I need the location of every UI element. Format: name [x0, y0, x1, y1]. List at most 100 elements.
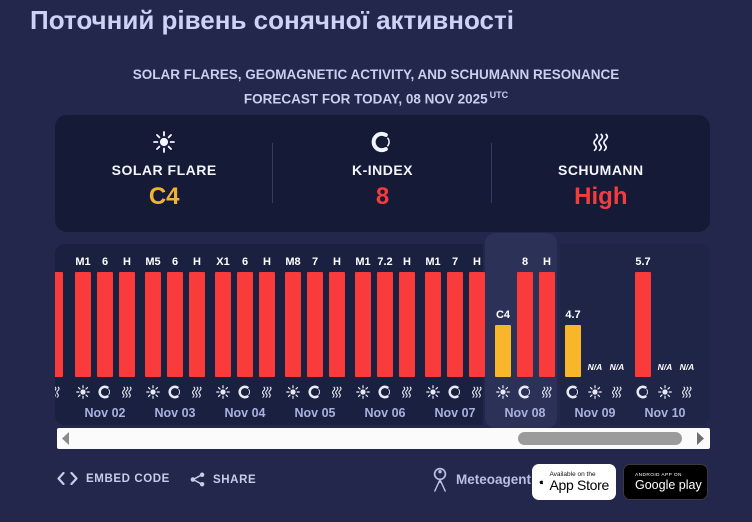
current-metrics-panel: SOLAR FLARE C4 K-INDEX 8 SCHUMANN High [55, 115, 710, 232]
sun-icon [658, 385, 672, 399]
metric-label: SOLAR FLARE [111, 162, 217, 178]
chart-bar [285, 272, 301, 377]
bar-value-label: 4.7 [565, 309, 581, 321]
chart-bar [469, 272, 485, 377]
waves-icon [540, 385, 554, 399]
chart-bar [635, 272, 651, 377]
bar-value-label: M1 [425, 256, 441, 268]
bar-value-label: H [543, 256, 551, 268]
embed-code-button[interactable]: EMBED CODE [57, 472, 170, 485]
appstore-tagline: Available on the [549, 471, 596, 478]
metric-value: C4 [148, 183, 180, 210]
scroll-left-icon[interactable] [61, 432, 70, 445]
bar-value-label: X1 [216, 256, 230, 268]
chart-bar [119, 272, 135, 377]
bar-value-label: H [473, 256, 481, 268]
magnetosphere-icon [308, 385, 322, 399]
embed-code-label: EMBED CODE [86, 472, 170, 485]
scroll-right-icon[interactable] [696, 432, 705, 445]
scrollbar-thumb[interactable] [518, 432, 682, 445]
bar-value-label: M8 [285, 256, 301, 268]
chart-days: M1 6 H Nov 02 M5 6 H Nov 03 X1 6 H Nov 04 M8 7 H Nov 05… [55, 233, 710, 428]
utc-label: UTC [489, 90, 509, 100]
share-label: SHARE [213, 473, 257, 486]
chart-bar [539, 272, 555, 377]
sun-icon [76, 385, 90, 399]
metric-label: SCHUMANN [557, 162, 644, 178]
share-button[interactable]: SHARE [190, 472, 256, 487]
waves-icon [120, 385, 134, 399]
gplay-name: Google play [635, 477, 702, 492]
chart-bar [447, 272, 463, 377]
sun-icon [426, 385, 440, 399]
apple-icon [539, 479, 544, 485]
bar-value-label: C4 [495, 309, 511, 321]
bar-value-label: 6 [241, 256, 249, 268]
bar-value-label: N/A [657, 362, 673, 372]
bar-value-label: N/A [679, 362, 695, 372]
bar-value-label: 7.2 [377, 256, 393, 268]
chart-day: M1 7 H Nov 07 [425, 233, 485, 428]
chart-day: M1 6 H Nov 02 [75, 233, 135, 428]
chart-bar [565, 325, 581, 377]
bar-value-label: 6 [171, 256, 179, 268]
day-date-label: Nov 05 [294, 406, 336, 420]
bar-value-label: H [333, 256, 341, 268]
meteoagent-logo-icon [433, 467, 447, 492]
brand-name: Meteoagent [456, 472, 532, 487]
chart-day: M1 7.2 H Nov 06 [355, 233, 415, 428]
bar-value-label: 6 [101, 256, 109, 268]
bar-value-label: 5.7 [635, 256, 651, 268]
chart-bar [377, 272, 393, 377]
chart-bar [215, 272, 231, 377]
day-date-label: Nov 06 [364, 406, 406, 420]
chart-bar [145, 272, 161, 377]
chart-bar [75, 272, 91, 377]
day-date-label: Nov 09 [574, 406, 616, 420]
google-play-badge[interactable]: ANDROID APP ON Google play [623, 464, 708, 500]
waves-icon [610, 385, 624, 399]
magnetosphere-icon [238, 385, 252, 399]
magnetosphere-icon [448, 385, 462, 399]
bar-value-label: 7 [451, 256, 459, 268]
chart-bar [97, 272, 113, 377]
chart-day: X1 6 H Nov 04 [215, 233, 275, 428]
sun-icon [153, 130, 175, 154]
metric-label: K-INDEX [351, 162, 414, 178]
metric-schumann: SCHUMANN High [492, 115, 710, 232]
sun-icon [286, 385, 300, 399]
subtitle-line2: FORECAST FOR TODAY, 08 NOV 2025 UTC [243, 90, 509, 107]
waves-icon [190, 385, 204, 399]
subtitle-line1: SOLAR FLARES, GEOMAGNETIC ACTIVITY, AND … [132, 67, 620, 82]
chart-scrollbar[interactable] [57, 428, 710, 449]
chart-day-today: C4 8 H Nov 08 [495, 233, 555, 428]
day-date-label: Nov 10 [644, 406, 686, 420]
page-title: Поточний рівень сонячної активності [30, 5, 514, 35]
waves-icon [260, 385, 274, 399]
divider [490, 143, 492, 203]
waves-icon [680, 385, 694, 399]
bar-value-label: 8 [521, 256, 529, 268]
bar-value-label: H [263, 256, 271, 268]
meteoagent-brand[interactable]: Meteoagent [431, 466, 531, 493]
bar-value-label: M1 [75, 256, 91, 268]
app-store-badge[interactable]: Available on the App Store [532, 464, 616, 500]
magnetosphere-icon [168, 385, 182, 399]
chart-bar [355, 272, 371, 377]
partial-bar [55, 272, 63, 377]
sun-icon [216, 385, 230, 399]
magnetosphere-icon [98, 385, 112, 399]
chart-bar [399, 272, 415, 377]
day-date-label: Nov 04 [224, 406, 266, 420]
chart-bar [517, 272, 533, 377]
chart-bar [259, 272, 275, 377]
chart-bar [167, 272, 183, 377]
magnetosphere-icon [371, 130, 393, 154]
waves-icon [590, 130, 612, 154]
magnetosphere-icon [518, 385, 532, 399]
chart-bar [329, 272, 345, 377]
forecast-chart: M1 6 H Nov 02 M5 6 H Nov 03 X1 6 H Nov 04 M8 7 H Nov 05… [55, 233, 710, 428]
divider [272, 143, 274, 203]
bar-value-label: M1 [355, 256, 371, 268]
